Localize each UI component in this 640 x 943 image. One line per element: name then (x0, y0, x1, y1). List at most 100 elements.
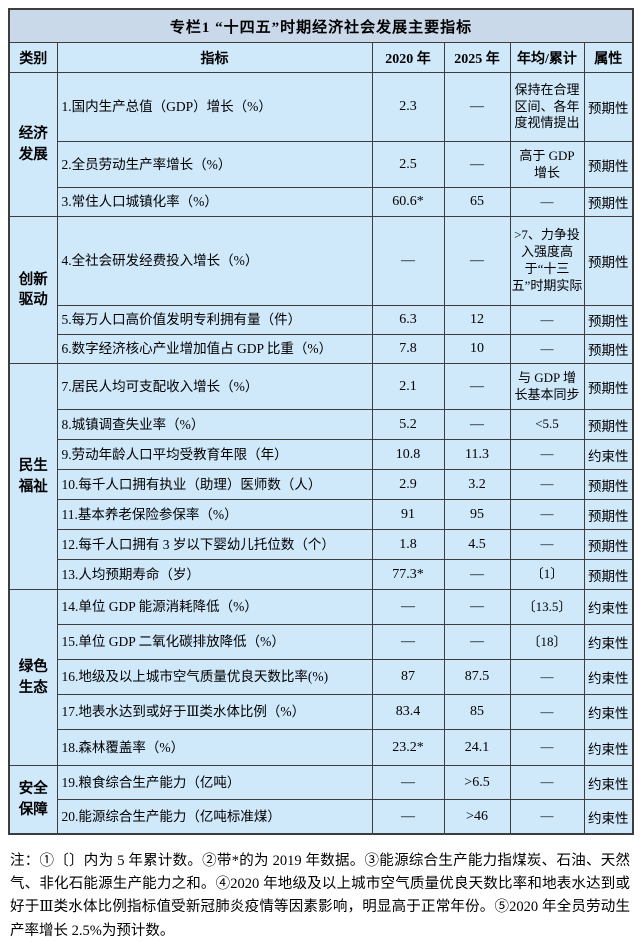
table-row: 13.人均预期寿命（岁） 77.3* — 〔1〕 预期性 (9, 559, 634, 590)
value-2020-cell: 2.5 (371, 141, 445, 188)
value-2025-cell: 95 (443, 499, 511, 530)
table-row: 2.全员劳动生产率增长（%） 2.5 — 高于 GDP 增长 预期性 (9, 141, 634, 188)
value-2020-cell: — (371, 624, 445, 660)
annual-cell: <5.5 (509, 409, 585, 440)
value-2025-cell: — (443, 363, 511, 410)
attribute-cell: 约束性 (583, 659, 634, 695)
annual-cell: — (509, 529, 585, 560)
indicator-cell: 7.居民人均可支配收入增长（%） (56, 363, 373, 410)
value-2020-cell: 2.1 (371, 363, 445, 410)
value-2025-cell: — (443, 559, 511, 590)
indicator-cell: 2.全员劳动生产率增长（%） (56, 141, 373, 188)
category-cell-green: 绿色生态 (8, 589, 58, 766)
indicator-cell: 16.地级及以上城市空气质量优良天数比率(%) (56, 659, 373, 695)
attribute-cell: 预期性 (583, 409, 634, 440)
attribute-cell: 预期性 (583, 499, 634, 530)
attribute-cell: 预期性 (583, 187, 634, 217)
value-2020-cell: — (371, 216, 445, 306)
attribute-cell: 预期性 (583, 141, 634, 188)
table-row: 11.基本养老保险参保率（%） 91 95 — 预期性 (9, 499, 634, 530)
annual-cell: 〔18〕 (509, 624, 585, 660)
attribute-cell: 预期性 (583, 334, 634, 364)
value-2020-cell: — (371, 589, 445, 625)
indicator-cell: 12.每千人口拥有 3 岁以下婴幼儿托位数（个） (56, 529, 373, 560)
value-2025-cell: 4.5 (443, 529, 511, 560)
annual-cell: — (509, 469, 585, 500)
value-2025-cell: — (443, 141, 511, 188)
col-header-2025: 2025 年 (443, 42, 511, 73)
annual-cell: — (509, 765, 585, 800)
table-row: 15.单位 GDP 二氧化碳排放降低（%） — — 〔18〕 约束性 (9, 624, 634, 660)
indicator-cell: 11.基本养老保险参保率（%） (56, 499, 373, 530)
indicator-cell: 18.森林覆盖率（%） (56, 729, 373, 766)
indicator-cell: 10.每千人口拥有执业（助理）医师数（人） (56, 469, 373, 500)
table-row: 20.能源综合生产能力（亿吨标准煤） — >46 — 约束性 (9, 799, 634, 835)
value-2020-cell: 83.4 (371, 694, 445, 730)
value-2025-cell: 85 (443, 694, 511, 730)
value-2025-cell: — (443, 216, 511, 306)
col-header-category: 类别 (8, 42, 58, 73)
value-2025-cell: 24.1 (443, 729, 511, 766)
table-row: 经济发展 1.国内生产总值（GDP）增长（%） 2.3 — 保持在合理区间、各年… (8, 72, 634, 217)
value-2025-cell: 11.3 (443, 439, 511, 470)
attribute-cell: 预期性 (583, 469, 634, 500)
attribute-cell: 预期性 (583, 363, 634, 410)
table-row: 5.每万人口高价值发明专利拥有量（件） 6.3 12 — 预期性 (9, 305, 634, 335)
value-2020-cell: 5.2 (371, 409, 445, 440)
annual-cell: — (509, 305, 585, 335)
value-2020-cell: — (371, 765, 445, 800)
table-row: 3.常住人口城镇化率（%） 60.6* 65 — 预期性 (9, 187, 634, 217)
category-cell-economy: 经济发展 (8, 72, 58, 217)
value-2020-cell: 23.2* (371, 729, 445, 766)
indicator-cell: 1.国内生产总值（GDP）增长（%） (56, 72, 373, 142)
category-cell-livelihood: 民生福祉 (8, 363, 58, 590)
annual-cell: 保持在合理区间、各年度视情提出 (509, 72, 585, 142)
table-row: 12.每千人口拥有 3 岁以下婴幼儿托位数（个） 1.8 4.5 — 预期性 (9, 529, 634, 560)
attribute-cell: 预期性 (583, 72, 634, 142)
value-2020-cell: 1.8 (371, 529, 445, 560)
indicator-cell: 14.单位 GDP 能源消耗降低（%） (56, 589, 373, 625)
value-2020-cell: 10.8 (371, 439, 445, 470)
value-2020-cell: — (371, 799, 445, 835)
annual-cell: — (509, 799, 585, 835)
attribute-cell: 预期性 (583, 559, 634, 590)
category-cell-innovation: 创新驱动 (8, 216, 58, 364)
table-row: 16.地级及以上城市空气质量优良天数比率(%) 87 87.5 — 约束性 (9, 659, 634, 695)
value-2020-cell: 87 (371, 659, 445, 695)
table-row: 17.地表水达到或好于Ⅲ类水体比例（%） 83.4 85 — 约束性 (9, 694, 634, 730)
col-header-indicator: 指标 (56, 42, 373, 73)
annual-cell: — (509, 439, 585, 470)
annual-cell: — (509, 659, 585, 695)
value-2025-cell: >46 (443, 799, 511, 835)
attribute-cell: 预期性 (583, 305, 634, 335)
indicator-cell: 13.人均预期寿命（岁） (56, 559, 373, 590)
value-2025-cell: 12 (443, 305, 511, 335)
indicator-cell: 9.劳动年龄人口平均受教育年限（年） (56, 439, 373, 470)
annual-cell: — (509, 694, 585, 730)
value-2025-cell: — (443, 409, 511, 440)
attribute-cell: 约束性 (583, 729, 634, 766)
value-2025-cell: — (443, 589, 511, 625)
value-2025-cell: 10 (443, 334, 511, 364)
value-2020-cell: 7.8 (371, 334, 445, 364)
value-2020-cell: 6.3 (371, 305, 445, 335)
table-row: 安全保障 19.粮食综合生产能力（亿吨） — >6.5 — 约束性 (8, 765, 634, 835)
attribute-cell: 约束性 (583, 624, 634, 660)
annual-cell: — (509, 187, 585, 217)
attribute-cell: 预期性 (583, 529, 634, 560)
annual-cell: >7、力争投入强度高于“十三五”时期实际 (509, 216, 585, 306)
annual-cell: 与 GDP 增长基本同步 (509, 363, 585, 410)
table-row: 绿色生态 14.单位 GDP 能源消耗降低（%） — — 〔13.5〕 约束性 (8, 589, 634, 766)
category-cell-security: 安全保障 (8, 765, 58, 835)
indicator-cell: 8.城镇调查失业率（%） (56, 409, 373, 440)
indicator-cell: 19.粮食综合生产能力（亿吨） (56, 765, 373, 800)
table-title: 专栏1 “十四五”时期经济社会发展主要指标 (8, 8, 634, 43)
value-2025-cell: >6.5 (443, 765, 511, 800)
attribute-cell: 约束性 (583, 439, 634, 470)
indicators-table: 专栏1 “十四五”时期经济社会发展主要指标 类别 指标 2020 年 2025 … (8, 8, 635, 835)
table-row: 6.数字经济核心产业增加值占 GDP 比重（%） 7.8 10 — 预期性 (9, 334, 634, 364)
value-2025-cell: 87.5 (443, 659, 511, 695)
indicator-cell: 20.能源综合生产能力（亿吨标准煤） (56, 799, 373, 835)
col-header-2020: 2020 年 (371, 42, 445, 73)
